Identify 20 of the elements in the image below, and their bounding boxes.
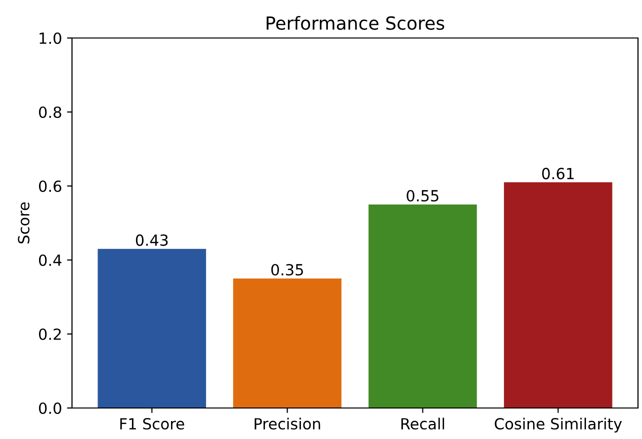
bar xyxy=(98,248,206,408)
data-label: 0.43 xyxy=(136,234,168,246)
x-tick-label: Cosine Similarity xyxy=(494,418,622,433)
y-tick-label: 0.4 xyxy=(38,254,62,266)
y-tick-label: 1.0 xyxy=(40,32,62,44)
bar xyxy=(368,204,477,408)
data-label: 0.35 xyxy=(271,264,303,276)
y-axis-title: Score xyxy=(18,202,30,244)
bar xyxy=(504,182,612,408)
bar xyxy=(233,278,342,408)
x-tick-label: F1 Score xyxy=(120,418,184,430)
data-label: 0.55 xyxy=(406,190,438,202)
y-tick-label: 0.0 xyxy=(38,402,62,414)
data-label: 0.61 xyxy=(542,168,574,180)
x-tick-label: Precision xyxy=(254,418,320,430)
y-tick-label: 0.8 xyxy=(38,106,62,118)
chart-title: Performance Scores xyxy=(266,16,444,30)
y-tick-label: 0.2 xyxy=(38,328,61,340)
y-tick-label: 0.6 xyxy=(38,180,62,192)
x-tick-label: Recall xyxy=(401,418,444,430)
